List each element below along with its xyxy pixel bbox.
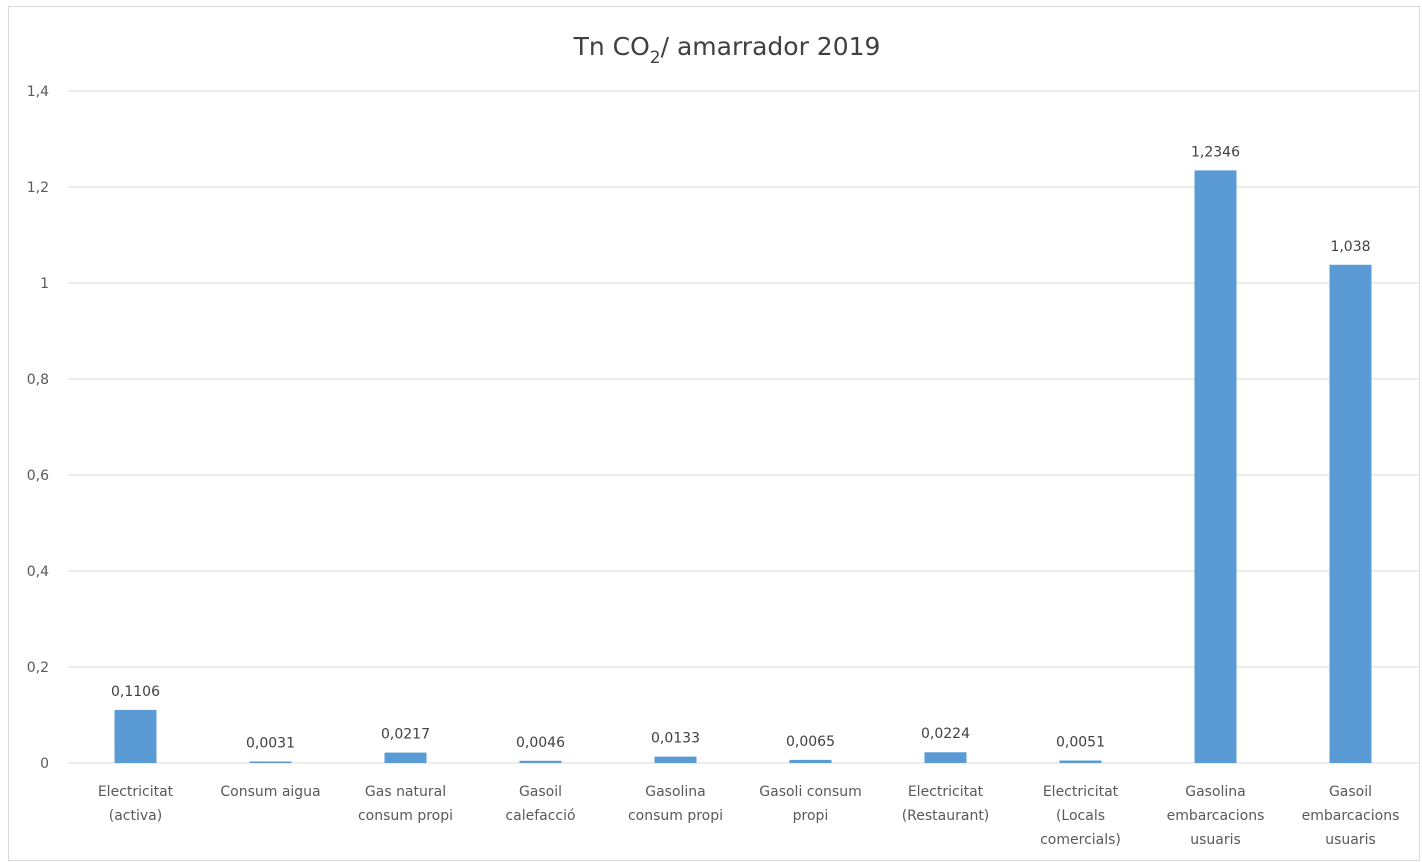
chart-title: Tn CO2/ amarrador 2019 [573, 32, 881, 68]
bar [654, 756, 697, 763]
data-labels: 0,1106 0,0031 0,0217 0,0046 0,0133 0,0065 0,02… [111, 144, 1371, 751]
bar [1194, 170, 1237, 764]
y-tick-label: 0 [40, 756, 49, 772]
data-label: 0,0133 [651, 731, 700, 747]
bars [114, 170, 1372, 764]
y-axis-ticks: 0 0,2 0,4 0,6 0,8 1 1,2 1,4 [27, 84, 49, 772]
category-label: Electricitat (activa) [98, 784, 174, 824]
y-tick-label: 0,2 [27, 660, 49, 676]
bar [1059, 760, 1102, 763]
chart-frame [8, 6, 1420, 861]
data-label: 1,038 [1330, 239, 1370, 255]
category-label: Consum aigua [220, 784, 320, 800]
data-label: 0,0065 [786, 734, 835, 750]
data-label: 0,0031 [246, 736, 295, 752]
gridlines [68, 90, 1418, 764]
data-label: 0,0051 [1056, 735, 1105, 751]
data-label: 0,1106 [111, 684, 160, 700]
bar [249, 761, 292, 763]
category-label: Gasolina embarcacions usuaris [1167, 784, 1265, 848]
bar [384, 752, 427, 763]
category-label: Gasoil embarcacions usuaris [1302, 784, 1400, 848]
y-tick-label: 0,4 [27, 564, 49, 580]
y-tick-label: 1,2 [27, 180, 49, 196]
x-axis-categories: Electricitat (activa) Consum aigua Gas natu… [98, 784, 1400, 848]
y-tick-label: 1,4 [27, 84, 49, 100]
y-tick-label: 0,6 [27, 468, 49, 484]
bar [519, 760, 562, 763]
category-label: Gas natural consum propi [358, 784, 453, 824]
category-label: Electricitat (Locals comercials) [1040, 784, 1121, 848]
data-label: 0,0224 [921, 726, 970, 742]
bar [114, 709, 157, 763]
category-label: Gasoli consum propi [759, 784, 861, 824]
category-label: Electricitat (Restaurant) [902, 784, 990, 824]
data-label: 1,2346 [1191, 144, 1240, 160]
data-label: 0,0217 [381, 727, 430, 743]
y-tick-label: 0,8 [27, 372, 49, 388]
data-label: 0,0046 [516, 735, 565, 751]
category-label: Gasoil calefacció [505, 784, 575, 824]
category-label: Gasolina consum propi [628, 784, 723, 824]
bar [1329, 264, 1372, 763]
y-tick-label: 1 [40, 276, 49, 292]
bar [924, 752, 967, 763]
bar [789, 759, 832, 763]
